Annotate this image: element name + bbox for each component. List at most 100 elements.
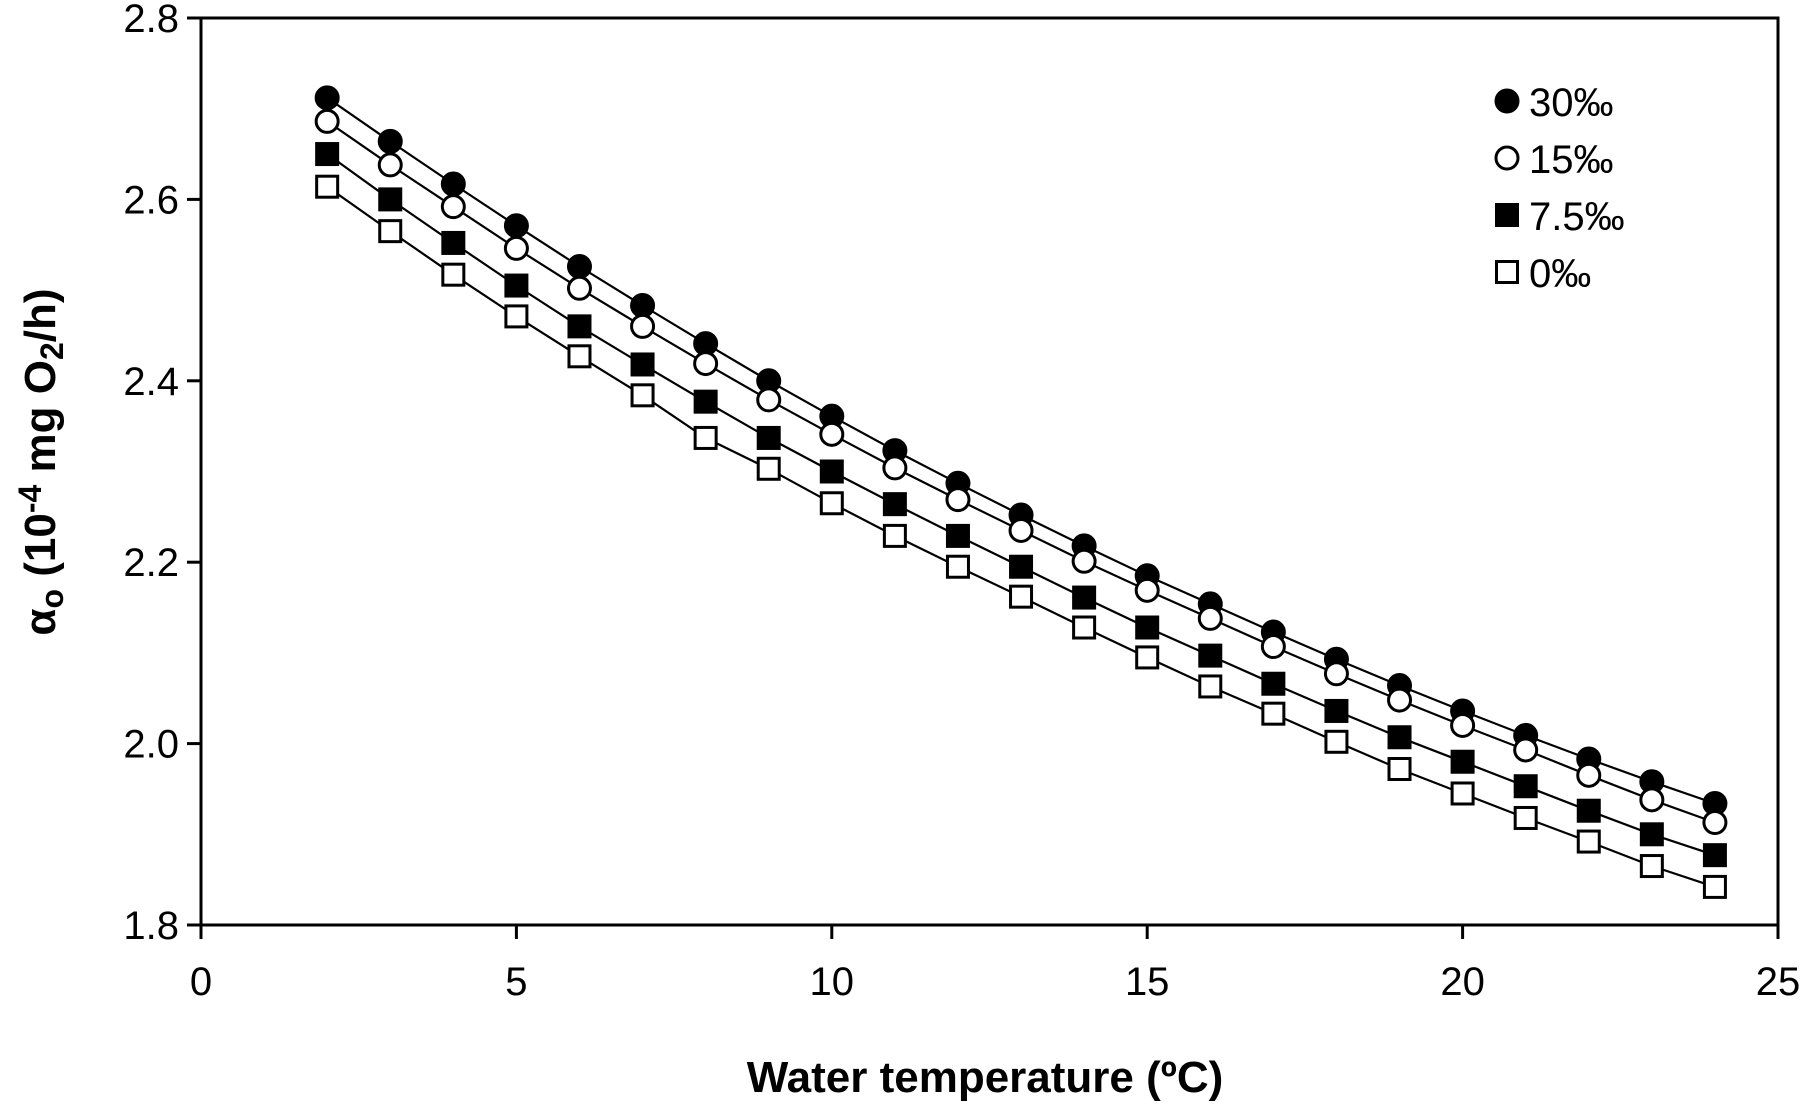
data-point bbox=[945, 487, 971, 513]
data-point bbox=[1198, 674, 1223, 699]
data-point bbox=[882, 492, 907, 517]
legend-marker bbox=[1495, 203, 1519, 227]
y-axis-title-sub: o bbox=[34, 589, 70, 609]
data-point bbox=[1702, 810, 1728, 836]
y-tick-label: 2.4 bbox=[123, 360, 179, 404]
data-point bbox=[882, 523, 907, 548]
legend-label: 15‰ bbox=[1529, 138, 1614, 182]
data-point bbox=[1071, 548, 1097, 574]
y-tick-label: 2.8 bbox=[123, 0, 179, 41]
data-point bbox=[819, 491, 844, 516]
x-tick-label: 10 bbox=[810, 960, 855, 1004]
data-point bbox=[693, 389, 718, 414]
y-tick-label: 1.8 bbox=[123, 904, 179, 948]
data-point bbox=[377, 152, 403, 178]
data-point bbox=[1197, 605, 1223, 631]
data-point bbox=[630, 313, 656, 339]
data-point bbox=[1260, 634, 1286, 660]
data-point bbox=[693, 425, 718, 450]
legend-label: 0‰ bbox=[1529, 252, 1591, 296]
data-point bbox=[315, 174, 340, 199]
data-point bbox=[567, 344, 592, 369]
data-point bbox=[945, 523, 970, 548]
y-axis-title-end: /h) bbox=[16, 288, 65, 342]
x-tick-label: 0 bbox=[190, 960, 212, 1004]
data-point bbox=[377, 128, 403, 154]
data-point bbox=[1450, 749, 1475, 774]
legend-marker bbox=[1495, 260, 1519, 284]
markers bbox=[314, 85, 1728, 899]
x-tick-label: 5 bbox=[505, 960, 527, 1004]
x-axis-title: Water temperature (ºC) bbox=[747, 1053, 1224, 1102]
data-point bbox=[693, 351, 719, 377]
data-point bbox=[314, 108, 340, 134]
data-point bbox=[1261, 701, 1286, 726]
data-point bbox=[1324, 698, 1349, 723]
x-tick-label: 25 bbox=[1756, 960, 1800, 1004]
data-point bbox=[1639, 787, 1665, 813]
data-point bbox=[1072, 615, 1097, 640]
data-point bbox=[756, 425, 781, 450]
legend-label: 30‰ bbox=[1529, 81, 1614, 125]
data-point bbox=[567, 314, 592, 339]
x-tick-label: 15 bbox=[1125, 960, 1170, 1004]
data-point bbox=[315, 142, 340, 167]
data-point bbox=[1387, 756, 1412, 781]
data-point bbox=[1135, 645, 1160, 670]
data-point bbox=[378, 219, 403, 244]
data-point bbox=[1702, 843, 1727, 868]
data-point bbox=[314, 85, 340, 111]
data-point bbox=[1576, 762, 1602, 788]
data-point bbox=[1576, 798, 1601, 823]
data-point bbox=[378, 187, 403, 212]
data-point bbox=[1513, 805, 1538, 830]
data-point bbox=[630, 352, 655, 377]
data-point bbox=[1450, 781, 1475, 806]
data-point bbox=[1702, 874, 1727, 899]
data-point bbox=[819, 459, 844, 484]
legend-label: 7.5‰ bbox=[1529, 195, 1625, 239]
data-point bbox=[503, 213, 529, 239]
data-point bbox=[882, 455, 908, 481]
data-point bbox=[504, 273, 529, 298]
data-point bbox=[1513, 737, 1539, 763]
y-tick-label: 2.2 bbox=[123, 541, 179, 585]
data-point bbox=[503, 235, 529, 261]
data-point bbox=[945, 554, 970, 579]
data-point bbox=[1261, 671, 1286, 696]
y-axis-title-units: mg O bbox=[16, 360, 65, 485]
data-point bbox=[1009, 584, 1034, 609]
data-point bbox=[1639, 822, 1664, 847]
data-point bbox=[504, 304, 529, 329]
y-axis-title-sub2: 2 bbox=[34, 342, 70, 360]
legend: 30‰ 15‰ 7.5‰ 0‰ bbox=[1494, 81, 1625, 296]
data-point bbox=[1072, 585, 1097, 610]
y-axis-title: αo (10-4 mg O2/h) bbox=[12, 288, 70, 635]
y-tick-label: 2.0 bbox=[123, 723, 179, 767]
data-point bbox=[756, 387, 782, 413]
data-point bbox=[1134, 577, 1160, 603]
legend-marker bbox=[1494, 88, 1520, 114]
data-point bbox=[1008, 517, 1034, 543]
data-point bbox=[441, 230, 466, 255]
data-point bbox=[1324, 729, 1349, 754]
y-axis-title-sup: -4 bbox=[12, 484, 48, 513]
data-point bbox=[1513, 774, 1538, 799]
data-point bbox=[1009, 554, 1034, 579]
data-point bbox=[1387, 687, 1413, 713]
data-point bbox=[1639, 854, 1664, 879]
data-point bbox=[1323, 661, 1349, 687]
legend-marker bbox=[1494, 145, 1520, 171]
y-tick-label: 2.6 bbox=[123, 178, 179, 222]
data-point bbox=[1198, 643, 1223, 668]
data-point bbox=[440, 171, 466, 197]
data-point bbox=[440, 194, 466, 220]
data-point bbox=[1387, 725, 1412, 750]
data-point bbox=[819, 421, 845, 447]
data-point bbox=[566, 254, 592, 280]
data-point bbox=[566, 275, 592, 301]
data-point bbox=[1450, 712, 1476, 738]
data-point bbox=[1576, 829, 1601, 854]
data-point bbox=[630, 383, 655, 408]
